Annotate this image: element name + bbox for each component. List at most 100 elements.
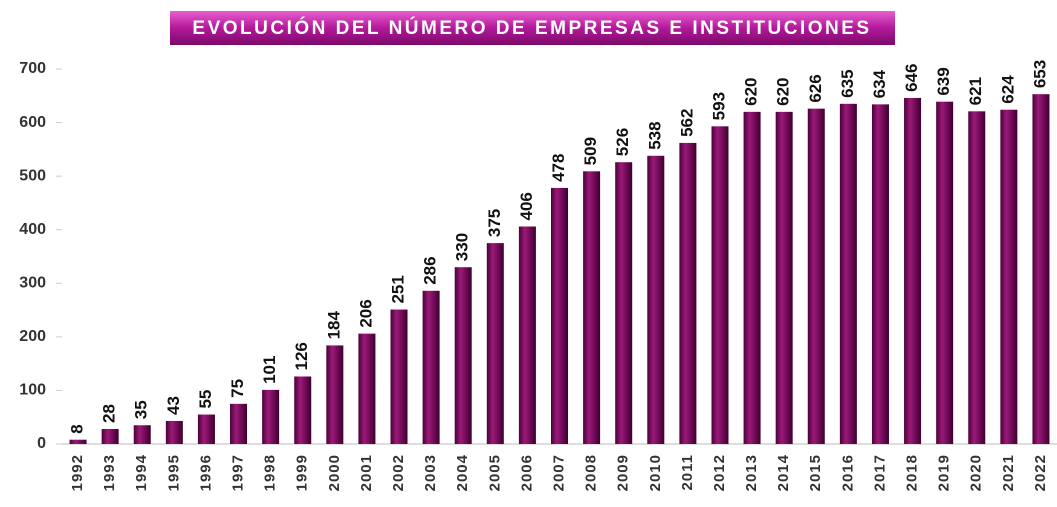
x-tick-label: 2022 bbox=[1032, 454, 1049, 491]
data-label: 126 bbox=[292, 342, 311, 370]
data-label: 624 bbox=[998, 75, 1017, 104]
x-tick-label: 2011 bbox=[679, 454, 696, 491]
data-label: 286 bbox=[421, 256, 440, 284]
y-tick-label: 700 bbox=[19, 60, 46, 77]
bar bbox=[197, 414, 215, 444]
bar bbox=[807, 108, 825, 445]
x-tick-label: 2014 bbox=[775, 454, 792, 491]
x-tick-label: 2000 bbox=[326, 454, 343, 491]
data-label: 330 bbox=[453, 233, 472, 261]
x-tick-label: 1998 bbox=[262, 454, 279, 491]
x-tick-label: 2008 bbox=[583, 454, 600, 491]
data-label: 526 bbox=[613, 128, 632, 156]
data-label: 621 bbox=[966, 77, 985, 105]
bar bbox=[326, 345, 344, 444]
data-label: 653 bbox=[1030, 60, 1049, 88]
bar bbox=[583, 171, 601, 445]
x-tick-label: 2020 bbox=[968, 454, 985, 491]
bar bbox=[390, 309, 408, 444]
x-tick-label: 2013 bbox=[743, 454, 760, 491]
y-tick-label: 500 bbox=[19, 167, 46, 184]
y-tick-label: 400 bbox=[19, 221, 46, 238]
bar bbox=[551, 187, 568, 444]
x-tick-label: 1992 bbox=[69, 454, 86, 491]
data-label: 206 bbox=[356, 299, 375, 327]
x-tick-label: 2016 bbox=[839, 454, 856, 491]
bar bbox=[1000, 109, 1018, 444]
bar bbox=[839, 103, 857, 445]
bar bbox=[69, 439, 87, 444]
data-label: 184 bbox=[324, 311, 343, 340]
x-tick-label: 2012 bbox=[711, 454, 728, 491]
data-label: 620 bbox=[742, 77, 761, 105]
data-label: 406 bbox=[517, 192, 536, 220]
x-tick-label: 1994 bbox=[133, 454, 150, 491]
y-tick-label: 0 bbox=[37, 435, 46, 452]
data-label: 639 bbox=[934, 67, 953, 95]
data-label: 646 bbox=[902, 64, 921, 92]
data-label: 251 bbox=[389, 275, 408, 303]
y-tick-label: 300 bbox=[19, 275, 46, 292]
bar bbox=[165, 420, 183, 444]
x-tick-label: 2005 bbox=[486, 454, 503, 491]
x-tick-label: 2018 bbox=[904, 454, 921, 491]
y-tick-label: 200 bbox=[19, 328, 46, 345]
x-tick-label: 2007 bbox=[550, 454, 567, 491]
bar bbox=[1032, 94, 1050, 444]
data-label: 634 bbox=[870, 69, 889, 98]
x-tick-label: 1997 bbox=[230, 454, 247, 491]
bar bbox=[133, 425, 151, 444]
x-tick-label: 2015 bbox=[807, 454, 824, 491]
data-label: 635 bbox=[838, 69, 857, 97]
data-label: 75 bbox=[228, 379, 247, 398]
bar bbox=[711, 126, 729, 445]
x-tick-label: 2009 bbox=[615, 454, 632, 491]
data-label: 620 bbox=[774, 77, 793, 105]
x-tick-label: 1996 bbox=[197, 454, 214, 491]
x-tick-label: 2001 bbox=[358, 454, 375, 491]
data-label: 43 bbox=[164, 396, 183, 415]
bar bbox=[294, 376, 312, 444]
bar bbox=[871, 104, 889, 444]
x-tick-label: 2006 bbox=[518, 454, 535, 491]
data-label: 28 bbox=[100, 404, 119, 423]
x-tick-label: 2004 bbox=[454, 454, 471, 491]
x-tick-label: 1999 bbox=[294, 454, 311, 491]
data-label: 478 bbox=[549, 154, 568, 182]
bar bbox=[486, 243, 504, 444]
data-label: 538 bbox=[645, 121, 664, 149]
data-label: 35 bbox=[132, 400, 151, 419]
x-tick-label: 2021 bbox=[1000, 454, 1017, 491]
bar bbox=[775, 111, 793, 444]
bar bbox=[743, 111, 761, 444]
bar bbox=[454, 267, 472, 444]
bar bbox=[358, 333, 376, 444]
bar bbox=[936, 101, 954, 444]
x-tick-label: 2010 bbox=[647, 454, 664, 491]
bar bbox=[968, 111, 986, 445]
y-tick-label: 100 bbox=[19, 382, 46, 399]
data-label: 562 bbox=[677, 109, 696, 137]
x-tick-label: 2002 bbox=[390, 454, 407, 491]
x-tick-label: 1993 bbox=[101, 454, 118, 491]
title-box bbox=[170, 11, 895, 45]
bar bbox=[615, 162, 633, 444]
data-label: 626 bbox=[806, 74, 825, 102]
bar bbox=[230, 403, 248, 444]
bar bbox=[647, 155, 665, 445]
bar bbox=[262, 389, 280, 444]
y-tick-label: 600 bbox=[19, 114, 46, 131]
bar bbox=[679, 142, 697, 444]
chart-title: EVOLUCIÓN DEL NÚMERO DE EMPRESAS E INSTI… bbox=[192, 17, 871, 39]
data-label: 593 bbox=[709, 92, 728, 120]
x-tick-label: 2003 bbox=[422, 454, 439, 491]
bar bbox=[422, 290, 440, 444]
bar bbox=[101, 429, 119, 444]
data-label: 101 bbox=[260, 356, 279, 384]
bar bbox=[518, 226, 536, 444]
data-label: 509 bbox=[581, 137, 600, 165]
bar bbox=[904, 97, 922, 444]
data-label: 375 bbox=[485, 209, 504, 237]
data-label: 8 bbox=[68, 424, 87, 433]
